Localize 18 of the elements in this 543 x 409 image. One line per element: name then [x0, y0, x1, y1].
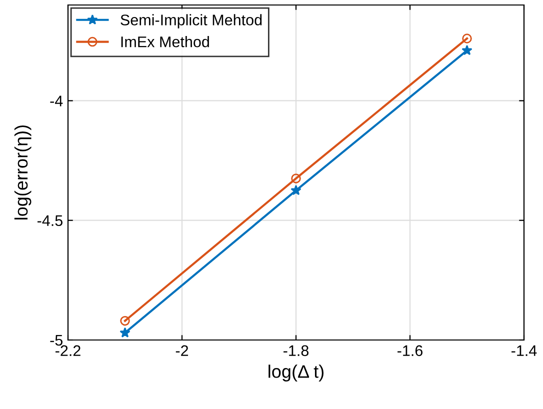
point — [290, 184, 302, 196]
legend-label: ImEx Method — [121, 36, 209, 48]
x-axis-title: log(Δ t) — [268, 364, 324, 382]
y-tick-label: -4.5 — [37, 215, 62, 226]
y-tick-label: -5 — [50, 335, 62, 346]
point — [120, 316, 130, 326]
x-tick-label: -2.2 — [56, 345, 80, 356]
y-tick-label: -4 — [50, 96, 63, 106]
legend-label: Semi-Implicit Mehtod — [120, 14, 262, 28]
x-tick-label: -1.6 — [398, 345, 422, 356]
point — [291, 174, 301, 184]
x-tick-label: -1.8 — [284, 345, 308, 356]
point — [462, 34, 472, 44]
x-tick-label: -2 — [176, 345, 188, 356]
point — [462, 44, 472, 56]
x-tick-label: -1.4 — [512, 345, 537, 356]
point — [120, 327, 130, 338]
y-axis-title: log(error(η)) — [14, 125, 32, 220]
